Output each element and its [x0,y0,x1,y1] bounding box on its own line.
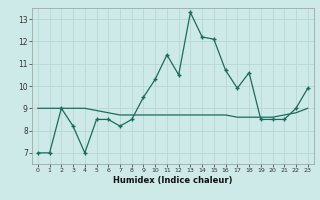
X-axis label: Humidex (Indice chaleur): Humidex (Indice chaleur) [113,176,233,185]
